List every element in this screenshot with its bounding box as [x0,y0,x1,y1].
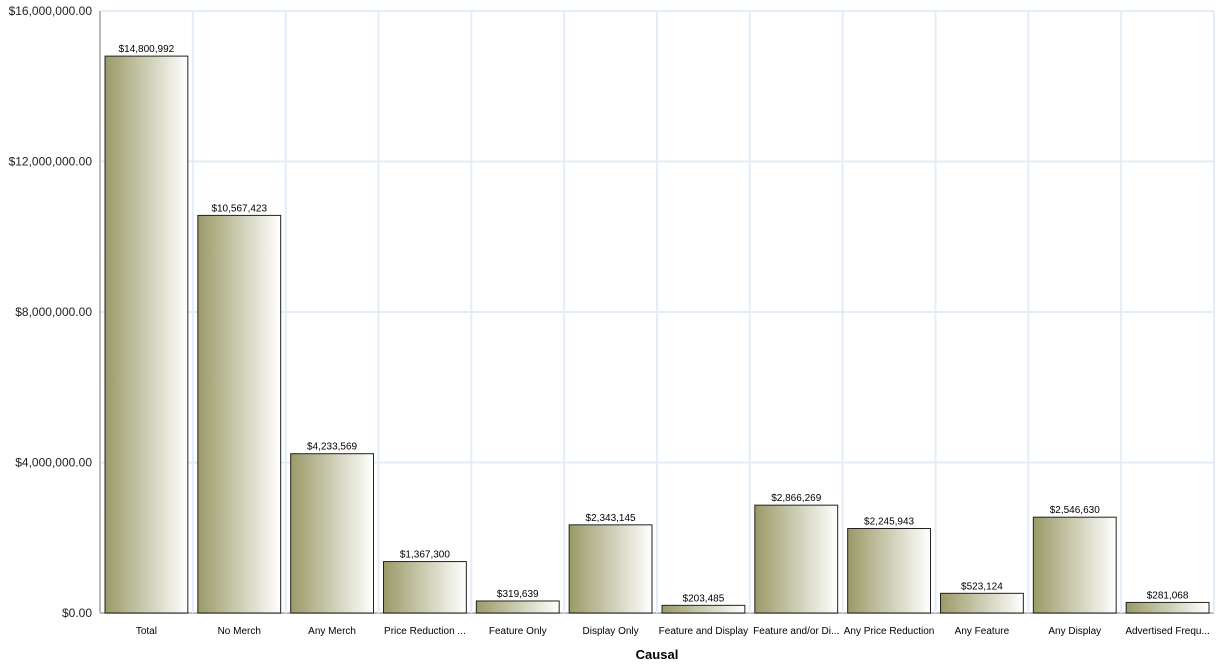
x-tick-label: Advertised Frequ... [1125,626,1209,637]
y-tick-label: $16,000,000.00 [9,4,93,18]
data-label: $203,485 [683,593,725,604]
bar [104,55,189,614]
bar [1125,601,1210,614]
x-tick-label: Feature and Display [659,626,749,637]
bar [754,504,839,614]
bar [568,524,653,614]
x-tick-label: Any Display [1048,626,1101,637]
x-tick-label: Display Only [583,626,639,637]
data-label: $2,245,943 [864,516,914,527]
bar [383,561,467,614]
bar [197,214,282,614]
bar [661,604,746,614]
data-label: $2,546,630 [1050,505,1100,516]
bar [1032,516,1117,614]
data-label: $2,866,269 [771,493,821,504]
x-tick-label: Any Price Reduction [844,626,935,637]
data-label: $1,367,300 [400,550,450,561]
y-tick-label: $4,000,000.00 [15,456,92,470]
data-label: $10,567,423 [211,203,267,214]
x-tick-label: No Merch [218,626,261,637]
bar [475,600,560,614]
bar [847,527,932,614]
data-label: $4,233,569 [307,442,357,453]
bar [290,453,374,614]
x-tick-label: Total [136,626,157,637]
y-tick-label: $0.00 [62,606,92,620]
x-tick-label: Any Feature [955,626,1010,637]
x-tick-label: Price Reduction ... [384,626,466,637]
data-label: $14,800,992 [119,44,175,55]
y-tick-label: $8,000,000.00 [15,305,92,319]
x-tick-label: Feature and/or Di... [753,626,839,637]
bar [940,592,1024,614]
x-tick-label: Any Merch [308,626,356,637]
y-tick-label: $12,000,000.00 [9,155,93,169]
data-label: $2,343,145 [586,513,636,524]
data-label: $281,068 [1147,590,1189,601]
x-axis-title: Causal [636,647,679,662]
data-label: $523,124 [961,581,1003,592]
x-tick-label: Feature Only [489,626,547,637]
data-label: $319,639 [497,589,539,600]
